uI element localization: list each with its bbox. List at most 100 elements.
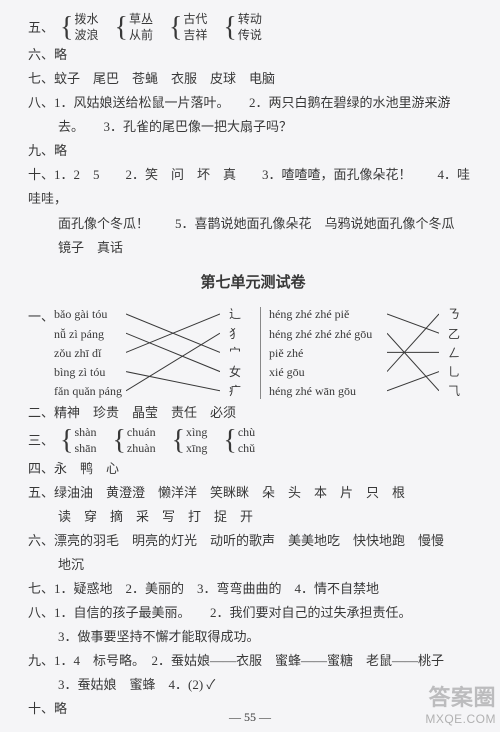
glyph: 乙 xyxy=(439,325,469,344)
b1: 一、 bǎo gài tóu nǚ zì páng zǒu zhī dǐ bìn… xyxy=(28,305,478,401)
q8-l2: 去。 3．孔雀的尾巴像一把大扇子吗？ xyxy=(58,119,292,134)
lbl: bǎo gài tóu xyxy=(54,305,150,324)
b1-left-glyphs: 辶 犭 宀 女 疒 xyxy=(218,305,252,401)
pair-top: xìng xyxy=(186,425,207,441)
pair-bot: xīng xyxy=(186,441,207,457)
b9-l2: 3．蚕姑娘 蜜蜂 4．(2) ✓ xyxy=(58,677,215,692)
pair-bot: 波浪 xyxy=(74,28,98,44)
pair-top: 转动 xyxy=(238,12,262,28)
brace-icon: { xyxy=(223,14,236,42)
b8-c: 3．做事要坚持不懈才能取得成功。 xyxy=(28,625,478,649)
b4-text: 永 鸭 心 xyxy=(54,461,119,476)
q8: 八、1．风姑娘送给松鼠一片落叶。 2．两只白鹅在碧绿的水池里游来游 xyxy=(28,91,478,115)
b5-l2: 读 穿 摘 采 写 打 捉 开 xyxy=(58,509,253,524)
lbl: xié gōu xyxy=(269,363,387,382)
brace-icon: { xyxy=(223,427,236,455)
glyph: 辶 xyxy=(218,305,252,324)
q10-num: 十、 xyxy=(28,163,54,187)
b9: 九、1．4 标号略。 2．蚕姑娘——衣服 蜜蜂——蜜糖 老鼠——桃子 xyxy=(28,649,478,673)
q9-num: 九、 xyxy=(28,139,54,163)
q10-l3: 镜子 真话 xyxy=(58,240,123,255)
b3: 三、 {shànshān {chuánzhuàn {xìngxīng {chùc… xyxy=(28,425,478,456)
q10: 十、1．2 5 2．笑 问 坏 真 3．喳喳喳，面孔像朵花！ 4．哇哇哇， xyxy=(28,163,478,211)
b8-l1: 1．自信的孩子最美丽。 2．我们要对自己的过失承担责任。 xyxy=(54,605,412,620)
q10-c3: 镜子 真话 xyxy=(28,236,478,260)
q9: 九、略 xyxy=(28,139,478,163)
q8-num: 八、 xyxy=(28,91,54,115)
q5-num: 五、 xyxy=(28,16,54,40)
b9-num: 九、 xyxy=(28,649,54,673)
b7-num: 七、 xyxy=(28,577,54,601)
lbl: fǎn quǎn páng xyxy=(54,382,150,401)
lbl: nǚ zì páng xyxy=(54,325,150,344)
lbl: piě zhé xyxy=(269,344,387,363)
q5: 五、 { 拨水波浪 { 草丛从前 { 古代吉祥 { 转动传说 xyxy=(28,12,478,43)
lbl: bìng zì tóu xyxy=(54,363,150,382)
q7-num: 七、 xyxy=(28,67,54,91)
b5: 五、绿油油 黄澄澄 懒洋洋 笑眯眯 朵 头 本 片 只 根 xyxy=(28,481,478,505)
pair-top: 草丛 xyxy=(129,12,153,28)
b1-num: 一、 xyxy=(28,305,54,401)
b6-num: 六、 xyxy=(28,529,54,553)
b1-left-labels: bǎo gài tóu nǚ zì páng zǒu zhī dǐ bìng z… xyxy=(54,305,150,401)
q6: 六、略 xyxy=(28,43,478,67)
pair-top: shàn xyxy=(74,425,96,441)
q5-pair-3: { 转动传说 xyxy=(223,12,261,43)
b5-num: 五、 xyxy=(28,481,54,505)
b7: 七、1．疑惑地 2．美丽的 3．弯弯曲曲的 4．情不自禁地 xyxy=(28,577,478,601)
q8-l1: 1．风姑娘送给松鼠一片落叶。 2．两只白鹅在碧绿的水池里游来游 xyxy=(54,95,451,110)
q10-c2: 面孔像个冬瓜！ 5．喜鹊说她面孔像朵花 乌鸦说她面孔像个冬瓜 xyxy=(28,212,478,236)
pair-top: chù xyxy=(238,425,255,441)
b6: 六、漂亮的羽毛 明亮的灯光 动听的歌声 美美地吃 快快地跑 慢慢 xyxy=(28,529,478,553)
b2-num: 二、 xyxy=(28,401,54,425)
pair-top: 古代 xyxy=(183,12,207,28)
b9-c: 3．蚕姑娘 蜜蜂 4．(2) ✓ xyxy=(28,673,478,697)
b4: 四、永 鸭 心 xyxy=(28,457,478,481)
page-number: — 55 — xyxy=(0,706,500,728)
brace-icon: { xyxy=(112,427,125,455)
brace-icon: { xyxy=(60,427,73,455)
lbl: héng zhé wān gōu xyxy=(269,382,387,401)
pair-bot: 从前 xyxy=(129,28,153,44)
b9-l1: 1．4 标号略。 2．蚕姑娘——衣服 蜜蜂——蜜糖 老鼠——桃子 xyxy=(54,653,444,668)
q10-l1: 1．2 5 2．笑 问 坏 真 3．喳喳喳，面孔像朵花！ 4．哇哇哇， xyxy=(28,167,470,206)
lbl: héng zhé zhé piě xyxy=(269,305,387,324)
pair-bot: 传说 xyxy=(238,28,262,44)
glyph: 女 xyxy=(218,363,252,382)
b8: 八、1．自信的孩子最美丽。 2．我们要对自己的过失承担责任。 xyxy=(28,601,478,625)
b2-text: 精神 珍贵 晶莹 责任 必须 xyxy=(54,405,236,420)
b6-l2: 地沉 xyxy=(58,557,84,572)
b8-num: 八、 xyxy=(28,601,54,625)
unit-title: 第七单元测试卷 xyxy=(28,270,478,298)
pair-bot: chǔ xyxy=(238,441,255,457)
q5-pair-0: { 拨水波浪 xyxy=(60,12,98,43)
b7-text: 1．疑惑地 2．美丽的 3．弯弯曲曲的 4．情不自禁地 xyxy=(54,581,379,596)
brace-icon: { xyxy=(169,14,182,42)
glyph: ㄥ xyxy=(439,344,469,363)
glyph: ⺄ xyxy=(439,382,469,401)
glyph: ㄋ xyxy=(439,305,469,324)
pair-bot: shān xyxy=(74,441,96,457)
b5-l1: 绿油油 黄澄澄 懒洋洋 笑眯眯 朵 头 本 片 只 根 xyxy=(54,485,405,500)
pair-top: 拨水 xyxy=(74,12,98,28)
lbl: zǒu zhī dǐ xyxy=(54,344,150,363)
q5-pair-1: { 草丛从前 xyxy=(114,12,152,43)
q6-text: 略 xyxy=(54,47,67,62)
glyph: 乚 xyxy=(439,363,469,382)
lbl: héng zhé zhé zhé gōu xyxy=(269,325,387,344)
q9-text: 略 xyxy=(54,143,67,158)
glyph: 犭 xyxy=(218,325,252,344)
b8-l2: 3．做事要坚持不懈才能取得成功。 xyxy=(58,629,260,644)
brace-icon: { xyxy=(114,14,127,42)
q5-pair-2: { 古代吉祥 xyxy=(169,12,207,43)
brace-icon: { xyxy=(172,427,185,455)
q8-cont: 去。 3．孔雀的尾巴像一把大扇子吗？ xyxy=(28,115,478,139)
b1-right-glyphs: ㄋ 乙 ㄥ 乚 ⺄ xyxy=(439,305,469,401)
q10-l2: 面孔像个冬瓜！ 5．喜鹊说她面孔像朵花 乌鸦说她面孔像个冬瓜 xyxy=(58,216,455,231)
pair-bot: 吉祥 xyxy=(183,28,207,44)
b1-right-labels: héng zhé zhé piě héng zhé zhé zhé gōu pi… xyxy=(269,305,387,401)
glyph: 宀 xyxy=(218,344,252,363)
q7: 七、蚊子 尾巴 苍蝇 衣服 皮球 电脑 xyxy=(28,67,478,91)
b3-num: 三、 xyxy=(28,429,54,453)
b4-num: 四、 xyxy=(28,457,54,481)
